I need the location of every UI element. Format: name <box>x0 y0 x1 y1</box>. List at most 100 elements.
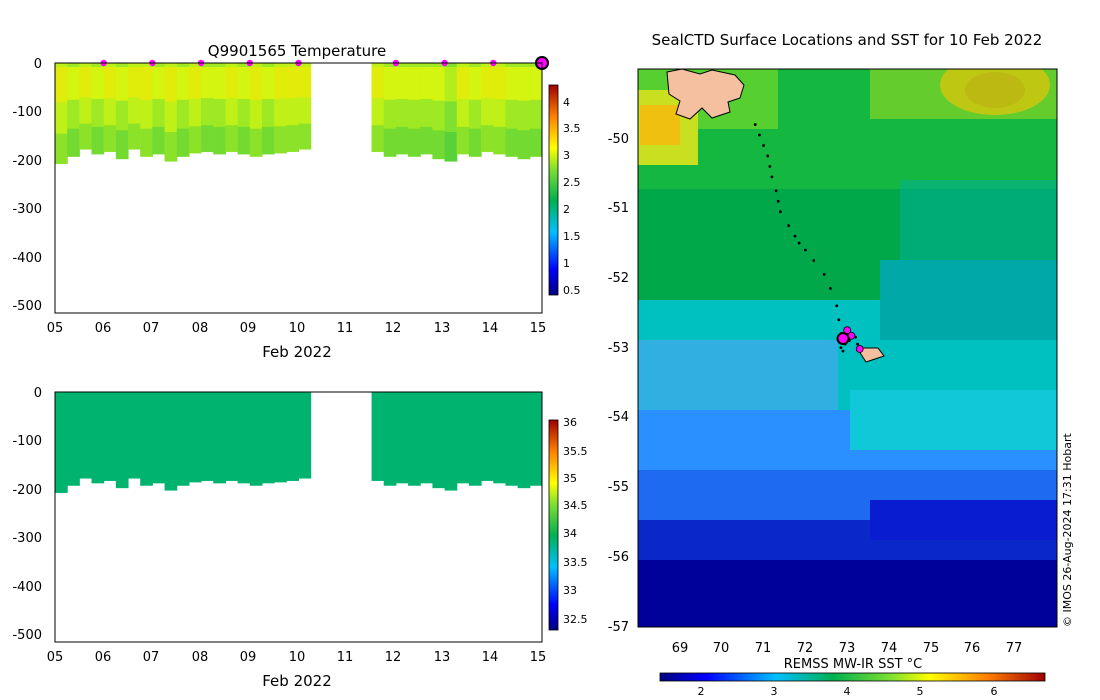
track-point <box>774 189 778 193</box>
profile-column-upper <box>213 67 226 99</box>
profile-column <box>91 392 105 484</box>
track-point <box>835 304 839 308</box>
x-tick-label: 15 <box>530 650 547 665</box>
profile-column-upper <box>152 67 166 99</box>
profile-column-upper <box>298 67 312 98</box>
profile-column-upper <box>456 67 470 99</box>
salinity-x-axis: 05 06 07 08 09 10 11 12 13 14 15 Feb 202… <box>47 650 547 690</box>
profile-column <box>213 392 226 484</box>
credit-text: © IMOS 26-Aug-2024 17:31 Hobart <box>1061 433 1074 627</box>
profile-column-lower <box>432 130 446 160</box>
salinity-colorbar-scale <box>548 419 559 631</box>
profile-column-upper <box>140 67 153 100</box>
profile-column-lower <box>225 125 239 152</box>
profile-column-upper <box>79 67 93 98</box>
salinity-colorbar: 36 35.5 35 34.5 34 33.5 33 32.5 <box>548 416 588 631</box>
profile-column-upper <box>408 67 421 100</box>
profile-column-lower <box>201 125 214 152</box>
track-point <box>829 286 832 290</box>
temperature-axes <box>54 62 543 314</box>
y-tick-label: -100 <box>12 105 42 120</box>
heard-island <box>856 347 885 363</box>
sst-colorbar: REMSS MW-IR SST °C 2 3 4 5 6 <box>659 657 1046 698</box>
colorbar-tick-label: 4 <box>563 96 570 109</box>
x-tick-label: 11 <box>337 321 354 336</box>
profile-column-lower <box>188 126 202 154</box>
profile-column <box>164 392 178 491</box>
profile-column <box>408 392 421 486</box>
y-tick-label: -200 <box>12 483 42 498</box>
profile-column-lower <box>481 125 494 152</box>
track-point <box>770 175 774 179</box>
colorbar-tick-label: 32.5 <box>563 613 588 626</box>
salinity-panel: 0 -100 -200 -300 -400 -500 05 06 07 08 0… <box>12 386 587 690</box>
profile-column <box>55 392 68 493</box>
profile-column <box>493 392 506 484</box>
profile-column-upper <box>517 67 531 101</box>
x-tick-label: 15 <box>530 321 547 336</box>
colorbar-tick-label: 2 <box>563 203 570 216</box>
profile-column <box>152 392 166 484</box>
profile-column-lower <box>371 125 385 152</box>
y-tick-label: 0 <box>34 386 42 401</box>
colorbar-tick-label: 35 <box>563 472 577 485</box>
profile-column-upper <box>493 67 506 99</box>
track-point <box>797 241 801 245</box>
profile-column-upper <box>164 67 178 102</box>
profile-column-lower <box>408 128 421 157</box>
sst-band <box>870 500 1057 540</box>
lat-tick-label: -56 <box>608 550 629 565</box>
profile-column <box>517 392 531 489</box>
y-tick-label: -300 <box>12 202 42 217</box>
profile-column-lower <box>213 126 226 155</box>
lon-tick-label: 70 <box>713 641 730 656</box>
profile-column-lower <box>420 126 433 155</box>
profile-column-lower <box>128 123 141 150</box>
profile-column-upper <box>274 67 287 99</box>
profile-column-lower <box>164 131 178 162</box>
profile-column-upper <box>188 67 202 99</box>
x-tick-label: 08 <box>192 321 209 336</box>
x-tick-label: 07 <box>143 321 160 336</box>
y-tick-label: -200 <box>12 154 42 169</box>
lon-tick-label: 73 <box>839 641 856 656</box>
x-tick-label: 11 <box>337 650 354 665</box>
temperature-title: Q9901565 Temperature <box>208 42 386 60</box>
temperature-panel: Q9901565 Temperature 0 -100 -200 -300 -4… <box>12 42 580 361</box>
profile-column-upper <box>176 67 190 100</box>
colorbar-tick-label: 35.5 <box>563 445 588 458</box>
profile-column-upper <box>505 67 519 100</box>
x-tick-label: 13 <box>434 650 451 665</box>
profile-column-upper <box>128 67 141 98</box>
profile-column <box>237 392 251 484</box>
x-tick-label: 10 <box>289 321 306 336</box>
colorbar-tick-label: 3 <box>771 685 778 698</box>
y-tick-label: -100 <box>12 434 42 449</box>
profile-column-lower <box>55 133 68 164</box>
map-axes <box>637 68 1058 628</box>
colorbar-tick-label: 2 <box>698 685 705 698</box>
profile-column <box>115 392 129 489</box>
y-tick-label: -300 <box>12 531 42 546</box>
profile-column <box>225 392 239 481</box>
profile-column-upper <box>383 67 397 100</box>
map-title: SealCTD Surface Locations and SST for 10… <box>652 31 1043 49</box>
salinity-y-axis: 0 -100 -200 -300 -400 -500 <box>12 386 42 643</box>
profile-column-lower <box>286 125 299 152</box>
x-tick-label: 06 <box>95 650 112 665</box>
profile-column-upper <box>249 67 263 100</box>
temperature-colorbar: 4 3.5 3 2.5 2 1.5 1 0.5 <box>548 84 581 297</box>
profile-column-lower <box>468 128 482 157</box>
profile-column <box>274 392 287 483</box>
sst-band <box>870 69 1057 119</box>
profile-column <box>103 392 117 481</box>
lon-tick-label: 69 <box>672 641 689 656</box>
map-panel: SealCTD Surface Locations and SST for 10… <box>608 31 1074 698</box>
profile-column-lower <box>152 126 166 155</box>
colorbar-tick-label: 3.5 <box>563 122 581 135</box>
profile-column-lower <box>237 126 251 155</box>
track-point <box>778 210 782 214</box>
sst-band <box>640 105 680 145</box>
colorbar-tick-label: 3 <box>563 149 570 162</box>
salinity-x-label: Feb 2022 <box>262 672 332 690</box>
